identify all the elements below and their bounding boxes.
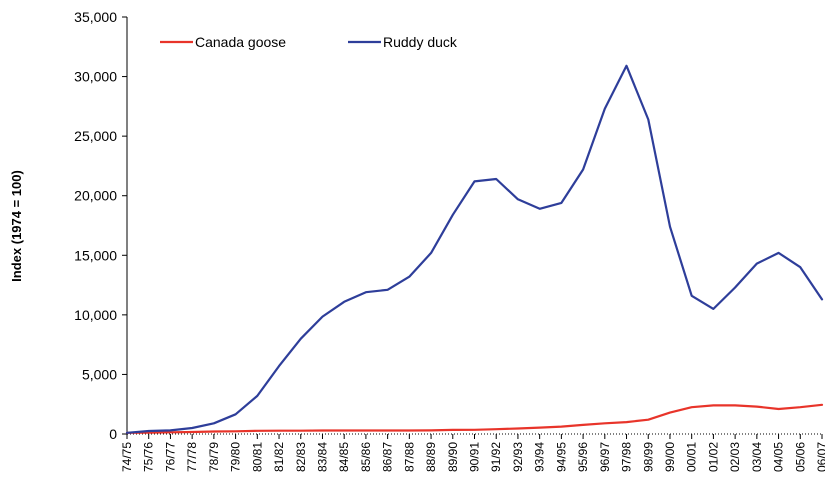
x-tick-label: 97/98 <box>620 442 634 472</box>
x-tick-label: 06/07 <box>815 442 825 472</box>
x-tick-label: 95/96 <box>576 442 590 472</box>
x-tick-label: 04/05 <box>772 442 786 472</box>
legend-label: Canada goose <box>195 34 286 50</box>
y-tick-label: 10,000 <box>74 307 117 323</box>
y-tick-label: 30,000 <box>74 69 117 85</box>
x-tick-label: 86/87 <box>381 442 395 472</box>
y-tick-label: 25,000 <box>74 128 117 144</box>
x-tick-label: 99/00 <box>663 442 677 472</box>
x-tick-label: 91/92 <box>489 442 503 472</box>
x-tick-label: 82/83 <box>294 442 308 472</box>
series-line-ruddy-duck <box>125 64 824 434</box>
x-tick-label: 96/97 <box>598 442 612 472</box>
x-tick-label: 02/03 <box>728 442 742 472</box>
x-tick-label: 84/85 <box>337 442 351 472</box>
x-tick-label: 87/88 <box>402 442 416 472</box>
x-axis: 74/75 75/76 76/77 77/78 78/79 79/80 80/81 81/82… <box>120 433 825 472</box>
x-tick-label: 03/04 <box>750 442 764 472</box>
y-tick-label: 20,000 <box>74 188 117 204</box>
y-tick-label: 35,000 <box>74 9 117 25</box>
x-tick-label: 05/06 <box>793 442 807 472</box>
x-tick-label: 01/02 <box>706 442 720 472</box>
x-tick-label: 85/86 <box>359 442 373 472</box>
x-tick-label: 92/93 <box>511 442 525 472</box>
x-tick-label: 75/76 <box>142 442 156 472</box>
x-tick-label: 88/89 <box>424 442 438 472</box>
legend: Canada goose Ruddy duck <box>160 34 458 50</box>
x-tick-label: 94/95 <box>554 442 568 472</box>
x-tick-label: 76/77 <box>163 442 177 472</box>
x-tick-label: 00/01 <box>685 442 699 472</box>
x-tick-label: 90/91 <box>468 442 482 472</box>
x-tick-label: 83/84 <box>315 442 329 472</box>
x-tick-label: 93/94 <box>533 442 547 472</box>
x-tick-label: 77/78 <box>185 442 199 472</box>
x-tick-label: 74/75 <box>120 442 134 472</box>
x-tick-label: 79/80 <box>229 442 243 472</box>
x-tick-label: 89/90 <box>446 442 460 472</box>
x-tick-label: 81/82 <box>272 442 286 472</box>
y-tick-label: 5,000 <box>82 366 117 382</box>
y-tick-label: 0 <box>109 426 117 442</box>
x-tick-label: 98/99 <box>641 442 655 472</box>
series-line-canada-goose <box>125 403 824 434</box>
y-axis: 0 5,000 10,000 15,000 20,000 25,000 30,000 35,0… <box>74 9 128 442</box>
y-tick-label: 15,000 <box>74 247 117 263</box>
x-tick-label: 80/81 <box>250 442 264 472</box>
legend-label: Ruddy duck <box>383 34 458 50</box>
y-axis-title: Index (1974 = 100) <box>9 170 24 282</box>
series-layer <box>125 64 824 434</box>
x-tick-label: 78/79 <box>207 442 221 472</box>
